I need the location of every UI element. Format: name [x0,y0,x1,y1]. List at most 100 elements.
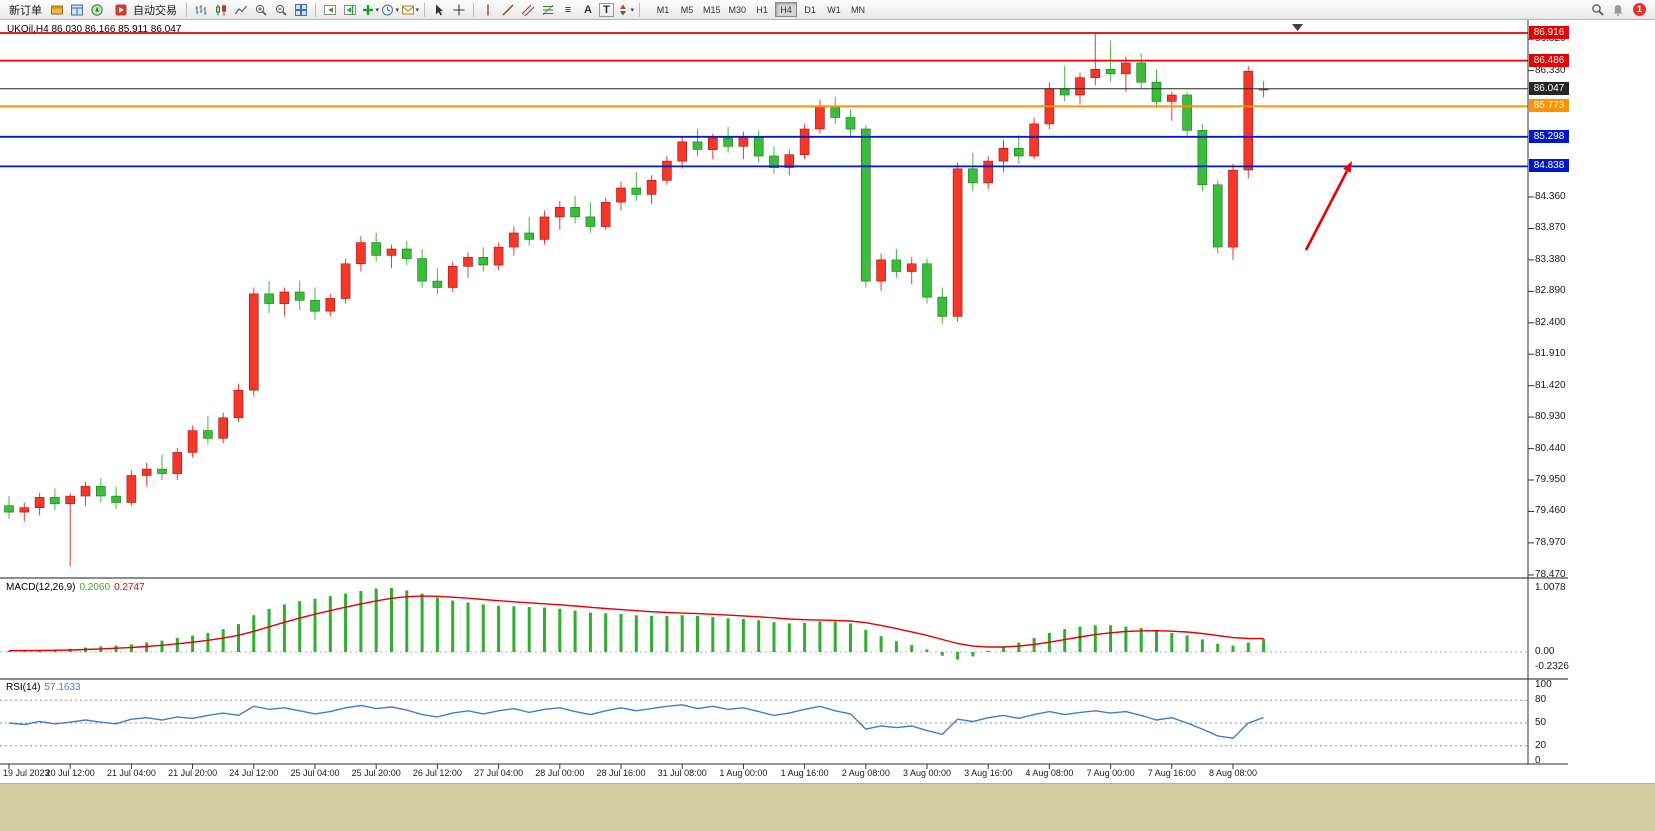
timeframe-h1[interactable]: H1 [756,5,768,15]
candle [830,105,841,118]
rsi-line [8,704,1264,739]
trend-arrow-annotation[interactable] [1304,161,1352,251]
crosshair-icon[interactable] [450,2,468,18]
candle [891,259,902,272]
navigator-icon[interactable] [88,2,106,18]
line-chart-icon[interactable] [232,2,250,18]
candle [524,232,535,240]
candle [753,136,764,157]
candle [738,136,749,147]
candle [707,137,718,150]
arrows-icon[interactable]: ▾ [616,2,634,18]
candle [111,495,121,503]
time-axis-label: 1 Aug 16:00 [780,768,829,778]
price-tick-label: 78.970 [1535,536,1566,548]
time-axis-label: 8 Aug 08:00 [1208,768,1258,778]
candle [80,486,91,497]
timeframe-h4[interactable]: H4 [775,2,798,17]
candle [432,280,443,288]
cursor-icon[interactable] [430,2,448,18]
zoom-in-icon[interactable] [252,2,270,18]
text-box-icon[interactable]: T [599,2,614,17]
candle [325,298,336,312]
timeframe-m5[interactable]: M5 [680,5,694,15]
rsi-scale-label: 50 [1535,717,1547,728]
time-axis-label: 3 Aug 16:00 [964,768,1013,778]
templates-icon[interactable]: ▾ [401,2,419,18]
candle [1151,81,1162,102]
periods-icon[interactable]: ▾ [381,2,399,18]
rsi-indicator-label: RSI(14) 57.1633 [6,682,81,693]
zoom-out-icon[interactable] [272,2,290,18]
time-axis-label: 4 Aug 08:00 [1025,768,1074,778]
time-axis-label: 21 Jul 04:00 [106,768,156,778]
time-axis-label: 25 Jul 20:00 [351,768,401,778]
horizontal-line-icon[interactable]: ≡ [564,3,572,16]
timeframe-d1[interactable]: D1 [804,5,816,15]
candle [1197,130,1208,186]
rsi-scale-label: 80 [1535,694,1547,706]
time-scale[interactable]: 19 Jul 2023 20 Jul 12:00 21 Jul 04:00 21 Ju… [0,766,1528,783]
candle [968,168,978,184]
macd-histogram [7,588,1266,660]
bottom-strip [0,783,1655,831]
time-axis-label: 25 Jul 04:00 [290,768,340,778]
chevron-down-icon: ▾ [375,6,379,14]
notification-badge[interactable]: 1 [1633,3,1646,16]
price-tick-label: 82.400 [1535,316,1566,328]
vertical-line-icon[interactable] [479,2,497,18]
candlestick-chart-icon[interactable] [212,2,230,18]
macd-scale-label: 0.00 [1535,646,1555,657]
time-axis-label: 20 Jul 12:00 [45,768,95,778]
indicators-icon[interactable]: ▾ [361,2,379,18]
candle [447,265,458,288]
timeframe-m1[interactable]: M1 [656,5,670,15]
notification-bell-icon[interactable] [1609,2,1627,18]
timeframe-m15[interactable]: M15 [703,5,721,15]
price-scale[interactable]: 86.82086.33084.36083.87083.38082.89082.4… [1528,0,1655,783]
data-window-icon[interactable] [68,2,86,18]
candle [860,128,871,282]
fibonacci-icon[interactable] [539,2,557,18]
chart-symbol-ohlc-label: UKOil,H4 86.030 86.166 85.911 86.047 [7,24,182,35]
auto-trading-button[interactable]: 自动交易 [108,1,181,19]
equidistant-channel-icon[interactable] [519,2,537,18]
market-watch-icon[interactable] [48,2,66,18]
candle [34,497,45,508]
time-axis-label: 21 Jul 20:00 [168,768,218,778]
tile-windows-icon[interactable] [292,2,310,18]
candle [539,216,550,240]
candle [631,187,642,195]
chart-shift-icon[interactable] [341,2,359,18]
candle [677,141,688,162]
macd-scale-label: -0.2326 [1535,660,1569,672]
main-toolbar: 新订单 自动交易 ▾ [0,0,1655,20]
trendline-icon[interactable] [499,2,517,18]
timeframe-w1[interactable]: W1 [827,5,841,15]
candle [1105,69,1116,75]
price-tick-label: 86.330 [1535,64,1566,76]
search-icon[interactable] [1589,2,1607,18]
candle [1121,62,1131,75]
new-order-button[interactable]: 新订单 [5,1,46,19]
toolbar-separator [639,2,640,17]
time-axis-label: 19 Jul 2023 [3,768,50,778]
bar-chart-icon[interactable] [192,2,210,18]
candle [570,207,580,218]
auto-scroll-icon[interactable] [321,2,339,18]
time-axis-label: 31 Jul 08:00 [657,768,707,778]
price-tick-label: 79.460 [1535,505,1566,517]
candle [1167,94,1177,102]
text-label-icon[interactable]: A [584,3,592,16]
time-axis-label: 1 Aug 00:00 [719,768,768,778]
candle [876,259,886,282]
timeframe-mn[interactable]: MN [851,5,866,15]
timeframe-m30[interactable]: M30 [728,5,747,15]
chart-shift-marker[interactable] [1292,24,1303,31]
chevron-down-icon: ▾ [415,6,419,14]
candle [937,296,948,317]
time-axis-label: 7 Aug 00:00 [1086,768,1135,778]
candle [769,155,779,168]
